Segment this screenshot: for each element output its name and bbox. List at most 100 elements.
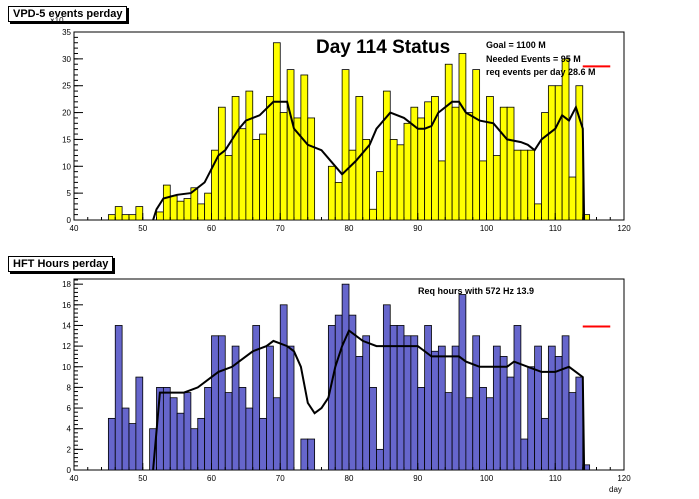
top-bar [341, 69, 350, 221]
bot-y-tick-label: 6 [67, 404, 72, 413]
bot-y-tick-label: 16 [62, 301, 71, 310]
top-bar [224, 155, 233, 221]
bot-bar [300, 438, 309, 471]
top-x-tick-label: 90 [413, 224, 422, 233]
top-bar [431, 96, 439, 221]
top-bar [362, 139, 371, 221]
top-bar [217, 106, 226, 221]
top-bar [382, 90, 391, 221]
bot-bar [176, 412, 185, 471]
top-bar [465, 112, 474, 221]
top-annotation-req: req events per day 28.6 M [486, 67, 596, 77]
top-bar [499, 106, 508, 221]
top-x-tick-label: 110 [549, 224, 562, 233]
bot-y-tick-label: 0 [67, 466, 72, 475]
top-bar [376, 171, 384, 221]
top-x-tick-label: 120 [617, 224, 631, 233]
top-bar [307, 117, 316, 221]
bot-bar [541, 417, 549, 471]
bot-x-tick-label: 80 [345, 474, 354, 483]
top-bar [506, 106, 515, 221]
bot-bar [444, 392, 453, 471]
top-bar [492, 155, 501, 221]
top-y-tick-label: 30 [62, 55, 71, 64]
top-average-line [152, 100, 586, 221]
bot-y-tick-label: 10 [62, 363, 71, 372]
bot-bar [245, 407, 254, 471]
bot-y-tick-label: 18 [62, 280, 71, 289]
top-annotation-goal: Goal = 1100 M [486, 40, 546, 50]
bot-bar [266, 345, 274, 471]
bot-bar [520, 438, 529, 471]
top-bar [424, 101, 432, 221]
top-bar [520, 149, 529, 221]
bot-bar [424, 325, 432, 471]
bot-bar [451, 345, 460, 471]
bot-bar [334, 314, 343, 471]
bot-bar [534, 345, 542, 471]
top-bar [444, 63, 453, 221]
top-bar [451, 106, 460, 221]
bot-bar [107, 417, 116, 471]
bot-bar [376, 448, 384, 471]
top-bar [389, 139, 398, 221]
top-y-tick-label: 0 [67, 216, 72, 225]
bot-y-tick-label: 14 [62, 321, 71, 330]
bot-bar [437, 345, 446, 471]
top-bar [128, 214, 137, 221]
bot-bar [575, 376, 584, 471]
top-bar [327, 165, 336, 221]
top-x-tick-label: 60 [207, 224, 216, 233]
bot-x-tick-label: 110 [549, 474, 562, 483]
top-y-tick-label: 20 [62, 109, 71, 118]
top-x-tick-label: 40 [70, 224, 79, 233]
bot-bar [128, 423, 137, 471]
bot-bar [547, 345, 556, 471]
bot-bar [527, 366, 536, 471]
top-bar [575, 85, 584, 221]
bot-bar [465, 397, 474, 471]
top-bar [554, 85, 563, 221]
bot-bar [341, 283, 350, 471]
bot-y-tick-label: 8 [67, 383, 72, 392]
top-bar [369, 208, 377, 221]
bot-bar [382, 304, 391, 471]
bot-bar [568, 392, 577, 471]
top-bar [513, 149, 522, 221]
top-x-tick-label: 100 [480, 224, 494, 233]
bot-bar [355, 356, 364, 471]
top-bar [417, 117, 426, 221]
top-bar [266, 96, 274, 221]
bot-bar [499, 356, 508, 471]
bot-bar [458, 294, 467, 471]
top-bar [568, 176, 577, 221]
bot-bar [135, 376, 144, 471]
bot-bar [472, 335, 481, 471]
top-bar [245, 90, 254, 221]
top-bar [561, 58, 570, 221]
top-panel-title: VPD-5 events perday [8, 6, 128, 22]
bot-x-tick-label: 100 [480, 474, 494, 483]
top-bar [547, 85, 556, 221]
bot-bar [114, 325, 123, 471]
top-bar [238, 128, 247, 221]
bot-bar [561, 335, 570, 471]
top-bar [176, 200, 185, 221]
top-bar [107, 214, 116, 221]
bot-bar [197, 417, 206, 471]
bot-bar [403, 335, 412, 471]
bot-bar [286, 345, 295, 471]
bot-bar [211, 335, 219, 471]
bot-bar [217, 335, 226, 471]
bot-bar [389, 325, 398, 471]
bot-bar [417, 387, 426, 471]
bot-bar [121, 407, 130, 471]
top-big-title: Day 114 Status [316, 37, 450, 58]
top-bar [458, 53, 467, 221]
bot-bar [238, 387, 247, 471]
bot-x-tick-label: 40 [70, 474, 79, 483]
top-bar [252, 139, 261, 221]
bottom-xlabel: day [609, 485, 622, 494]
bot-bar [183, 392, 192, 471]
